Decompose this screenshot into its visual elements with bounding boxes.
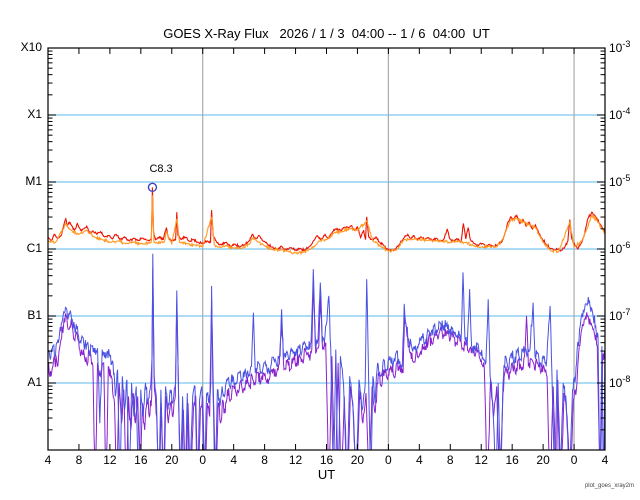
x-tick-label-13: 8 bbox=[446, 453, 454, 467]
x-tick-label-15: 16 bbox=[505, 453, 519, 467]
y-right-label-4: 10-7 bbox=[609, 307, 631, 323]
flare-marker-circle bbox=[147, 182, 158, 193]
x-tick-label-3: 16 bbox=[134, 453, 148, 467]
x-tick-label-12: 4 bbox=[415, 453, 423, 467]
x-tick-label-5: 0 bbox=[199, 453, 207, 467]
y-left-label-C1: C1 bbox=[26, 241, 42, 255]
x-tick-label-10: 20 bbox=[350, 453, 365, 467]
x-tick-label-7: 8 bbox=[261, 453, 268, 467]
y-left-label-X10: X10 bbox=[20, 40, 42, 54]
flare-annotation-label: C8.3 bbox=[149, 163, 173, 176]
y-right-label-3: 10-6 bbox=[609, 240, 631, 256]
x-tick-label-18: 4 bbox=[601, 453, 609, 467]
x-axis-label: UT bbox=[317, 467, 336, 482]
series-xray-short-primary bbox=[48, 253, 605, 450]
series-xray-long-secondary bbox=[48, 195, 605, 256]
x-tick-label-11: 0 bbox=[385, 453, 392, 467]
y-left-label-M1: M1 bbox=[25, 174, 42, 188]
y-right-label-5: 10-8 bbox=[609, 374, 631, 390]
y-left-label-B1: B1 bbox=[27, 308, 42, 322]
x-tick-label-9: 16 bbox=[319, 453, 334, 467]
y-left-label-X1: X1 bbox=[27, 107, 42, 121]
series-xray-long-primary bbox=[48, 187, 605, 252]
x-tick-label-8: 12 bbox=[288, 453, 303, 467]
x-tick-label-6: 4 bbox=[230, 453, 237, 467]
x-tick-label-0: 4 bbox=[44, 453, 52, 467]
chart-title: GOES X-Ray Flux 2026 / 1 / 3 04:00 -- 1 … bbox=[163, 26, 490, 41]
x-tick-label-16: 20 bbox=[536, 453, 550, 467]
x-tick-label-17: 0 bbox=[570, 453, 578, 467]
x-tick-label-2: 12 bbox=[103, 453, 117, 467]
x-tick-label-14: 12 bbox=[474, 453, 488, 467]
y-right-label-0: 10-3 bbox=[609, 39, 631, 55]
y-right-label-2: 10-5 bbox=[609, 173, 631, 189]
series-xray-short-secondary bbox=[48, 269, 605, 450]
y-left-label-A1: A1 bbox=[27, 375, 42, 389]
y-right-label-1: 10-4 bbox=[609, 106, 631, 122]
x-tick-label-1: 8 bbox=[75, 453, 83, 467]
watermark-text: plot_goes_xray2m bbox=[584, 483, 634, 489]
x-tick-label-4: 20 bbox=[165, 453, 179, 467]
